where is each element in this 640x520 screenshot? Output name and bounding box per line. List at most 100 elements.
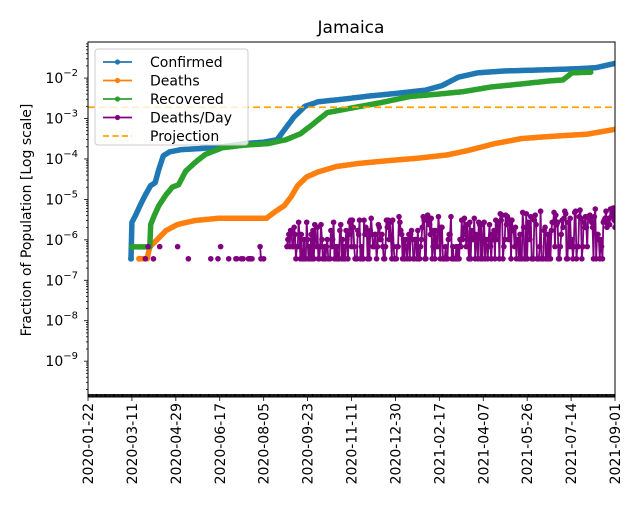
series-segment xyxy=(549,230,553,259)
data-point xyxy=(225,255,232,262)
x-tick-label: 2020-08-05 xyxy=(257,403,273,484)
y-tick-base: 10 xyxy=(45,152,63,168)
series-segment xyxy=(439,227,443,259)
x-tick-label: 2020-12-30 xyxy=(388,403,404,484)
y-tick-exponent: −8 xyxy=(63,311,78,322)
series-segment xyxy=(601,222,605,259)
legend-item: Deaths xyxy=(103,74,200,90)
y-tick-label: 10−8 xyxy=(45,311,78,330)
y-tick-label: 10−3 xyxy=(45,109,78,128)
series-segment xyxy=(532,220,536,259)
y-tick-label: 10−5 xyxy=(45,189,78,208)
legend-label: Confirmed xyxy=(150,55,223,71)
y-tick-label: 10−7 xyxy=(45,270,78,289)
y-tick-exponent: −6 xyxy=(63,230,78,241)
series-segment xyxy=(338,230,341,259)
legend-item: Projection xyxy=(103,129,219,145)
series-line xyxy=(136,126,615,262)
data-point xyxy=(128,255,135,262)
series-segment xyxy=(352,227,356,247)
y-tick-exponent: −3 xyxy=(63,109,78,120)
data-point xyxy=(260,255,267,262)
y-tick-label: 10−6 xyxy=(45,230,78,249)
series-segment xyxy=(416,230,420,259)
data-point xyxy=(185,255,192,262)
series-confirmed xyxy=(128,60,615,262)
legend-box xyxy=(94,48,249,146)
series-segment xyxy=(592,216,596,259)
series-segment xyxy=(572,212,576,247)
series-segment xyxy=(539,211,543,259)
data-point xyxy=(136,255,143,262)
data-point xyxy=(128,243,135,250)
legend-label: Deaths xyxy=(150,74,200,90)
series-line xyxy=(129,69,594,250)
y-tick-label: 10−4 xyxy=(45,149,78,168)
x-tick-label: 2021-07-14 xyxy=(564,403,580,484)
legend-marker xyxy=(114,96,121,102)
y-tick-base: 10 xyxy=(45,71,63,87)
data-point xyxy=(217,243,224,250)
series-segment xyxy=(424,220,428,259)
series-segment xyxy=(389,222,392,240)
y-tick-exponent: −2 xyxy=(63,68,78,79)
data-point xyxy=(150,255,157,262)
legend-marker xyxy=(114,77,121,84)
data-point xyxy=(174,243,181,250)
series-segment xyxy=(316,227,320,259)
series-line xyxy=(128,60,615,262)
legend-item: Deaths/Day xyxy=(103,111,232,127)
legend-item: Confirmed xyxy=(103,55,223,71)
data-point xyxy=(612,224,615,231)
data-point xyxy=(145,243,151,250)
data-point xyxy=(249,255,255,262)
legend: Confirmed Deaths Recovered Deaths/Day Projec… xyxy=(94,48,249,146)
series-segment xyxy=(519,234,522,259)
series-segment xyxy=(411,239,415,259)
series-segment xyxy=(535,224,538,259)
series-deaths-day xyxy=(142,205,615,262)
series-segment xyxy=(391,220,395,247)
y-tick-base: 10 xyxy=(45,112,63,128)
series-segment xyxy=(321,239,324,259)
y-tick-label: 10−9 xyxy=(45,351,78,370)
y-tick-label: 10−2 xyxy=(45,68,78,87)
data-point xyxy=(142,255,149,262)
y-tick-base: 10 xyxy=(45,273,63,289)
y-tick-exponent: −9 xyxy=(63,351,78,362)
x-tick-label: 2020-03-11 xyxy=(125,403,141,484)
y-tick-base: 10 xyxy=(45,354,63,370)
x-tick-label: 2020-09-23 xyxy=(301,403,317,484)
x-tick-label: 2021-02-17 xyxy=(432,403,448,484)
series-segment xyxy=(406,239,409,259)
data-point xyxy=(240,255,246,262)
legend-label: Recovered xyxy=(150,92,224,108)
legend-item: Recovered xyxy=(103,92,224,108)
series-segment xyxy=(586,216,590,247)
legend-marker xyxy=(114,59,121,65)
axes-layer: 10−910−810−710−610−510−410−310−22020-01-… xyxy=(45,41,624,484)
series-segment xyxy=(486,239,490,259)
series-segment xyxy=(556,222,560,259)
x-tick-label: 2020-04-29 xyxy=(169,403,185,484)
series-segment xyxy=(577,216,581,247)
x-tick-label: 2020-01-22 xyxy=(81,403,97,484)
y-tick-exponent: −5 xyxy=(63,189,78,200)
y-tick-base: 10 xyxy=(45,192,63,208)
y-tick-base: 10 xyxy=(45,233,63,249)
series-segment xyxy=(423,220,426,259)
series-segment xyxy=(522,227,526,259)
y-tick-exponent: −7 xyxy=(63,270,78,281)
legend-label: Deaths/Day xyxy=(150,111,232,127)
y-tick-exponent: −4 xyxy=(63,149,78,160)
y-tick-base: 10 xyxy=(45,314,63,330)
series-recovered xyxy=(128,69,594,250)
x-tick-label: 2021-09-01 xyxy=(608,403,624,484)
data-point xyxy=(215,255,221,262)
series-segment xyxy=(347,234,350,259)
data-point xyxy=(156,243,163,250)
series-segment xyxy=(542,230,546,259)
series-segment xyxy=(544,227,547,259)
y-axis-label: Fraction of Population [Log scale] xyxy=(19,104,35,337)
